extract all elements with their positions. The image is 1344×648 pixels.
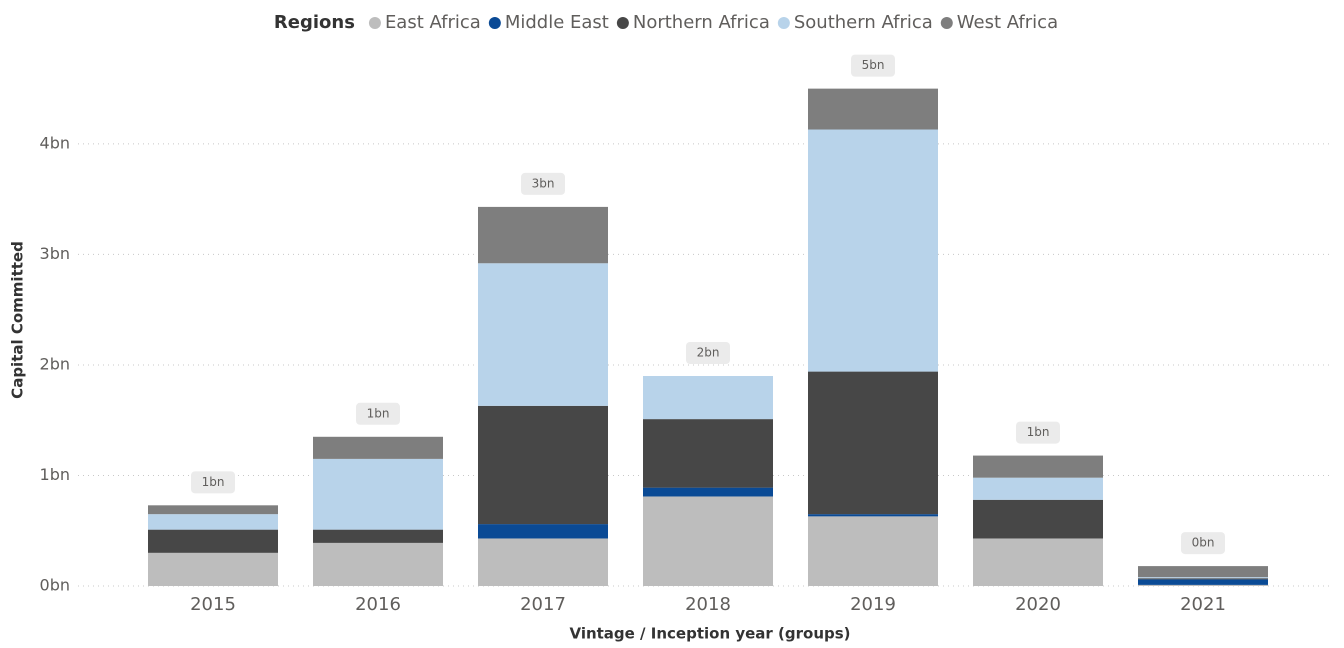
total-label: 2bn (697, 346, 720, 360)
x-tick-label: 2019 (850, 594, 896, 615)
total-label-box (1016, 421, 1060, 444)
bar-segment (478, 405, 608, 525)
bar-segment (478, 263, 608, 406)
y-tick-label: 2bn (40, 354, 70, 373)
legend-marker (777, 17, 790, 29)
bar-segment (478, 524, 608, 539)
bar-segment (1138, 579, 1268, 585)
x-tick-label: 2020 (1015, 594, 1061, 615)
total-label: 1bn (202, 475, 225, 489)
total-label-box (191, 471, 235, 494)
total-label: 0bn (1192, 536, 1215, 550)
bar-segment (808, 514, 938, 517)
total-label: 1bn (1027, 425, 1050, 439)
bar-segment (808, 516, 938, 586)
bar-segment (313, 436, 443, 459)
y-tick-label: 1bn (40, 465, 70, 484)
bar-segment (808, 88, 938, 130)
bar-segment (973, 499, 1103, 539)
bar-segment (1138, 566, 1268, 578)
legend-title: Regions (274, 12, 355, 33)
total-label: 3bn (532, 176, 555, 190)
bar-segment (148, 552, 278, 586)
legend: Regions East Africa Middle East Northern Af… (274, 12, 1058, 33)
total-label: 1bn (367, 406, 390, 420)
x-tick-label: 2021 (1180, 594, 1226, 615)
bar-segment (808, 129, 938, 372)
legend-label: Middle East (505, 12, 609, 33)
legend-marker (616, 17, 629, 29)
total-label-box (356, 402, 400, 425)
x-tick-label: 2015 (190, 594, 236, 615)
total-label-box (1181, 532, 1225, 555)
bar-segment (478, 206, 608, 264)
bar-segment (808, 371, 938, 515)
total-label: 5bn (862, 58, 885, 72)
bar-segment (148, 529, 278, 553)
bar-segment (973, 538, 1103, 586)
x-tick-label: 2016 (355, 594, 401, 615)
bar-segment (313, 542, 443, 586)
x-tick-label: 2018 (685, 594, 731, 615)
y-tick-label: 0bn (40, 576, 70, 595)
legend-label: Southern Africa (794, 12, 933, 33)
total-label-box (521, 172, 565, 195)
bar-segment (148, 514, 278, 530)
bar-segment (478, 538, 608, 586)
bar-segment (313, 458, 443, 530)
bar-segment (313, 529, 443, 543)
total-label-box (686, 342, 730, 364)
x-axis-title: Vintage / Inception year (groups) (569, 625, 850, 643)
bar-segment (643, 496, 773, 586)
bar-segment (1138, 584, 1268, 586)
legend-label: West Africa (957, 12, 1058, 33)
bar-segment (643, 376, 773, 420)
x-tick-label: 2017 (520, 594, 566, 615)
y-tick-label: 4bn (40, 133, 70, 152)
legend-label: East Africa (385, 12, 481, 33)
bar-segment (973, 455, 1103, 478)
y-tick-label: 3bn (40, 244, 70, 263)
bar-segment (643, 487, 773, 497)
bar-segment (148, 505, 278, 515)
legend-marker (940, 17, 953, 29)
bar-segment (1138, 577, 1268, 579)
legend-marker (368, 17, 381, 29)
bar-segment (1138, 578, 1268, 580)
total-label-box (851, 54, 895, 77)
legend-label: Northern Africa (633, 12, 770, 33)
bar-segment (973, 477, 1103, 500)
legend-marker (488, 17, 501, 29)
y-axis-title: Capital Committed (9, 241, 27, 399)
bar-segment (643, 419, 773, 488)
